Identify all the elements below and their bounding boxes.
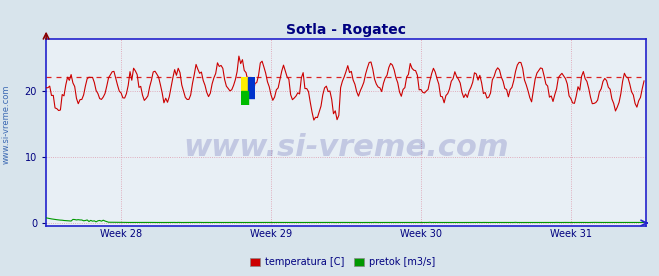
- Title: Sotla - Rogatec: Sotla - Rogatec: [286, 23, 406, 38]
- Bar: [241, 77, 248, 91]
- Bar: [241, 91, 248, 105]
- Bar: [248, 77, 255, 98]
- Text: www.si-vreme.com: www.si-vreme.com: [183, 133, 509, 162]
- Text: www.si-vreme.com: www.si-vreme.com: [2, 84, 11, 164]
- Legend: temperatura [C], pretok [m3/s]: temperatura [C], pretok [m3/s]: [246, 253, 439, 271]
